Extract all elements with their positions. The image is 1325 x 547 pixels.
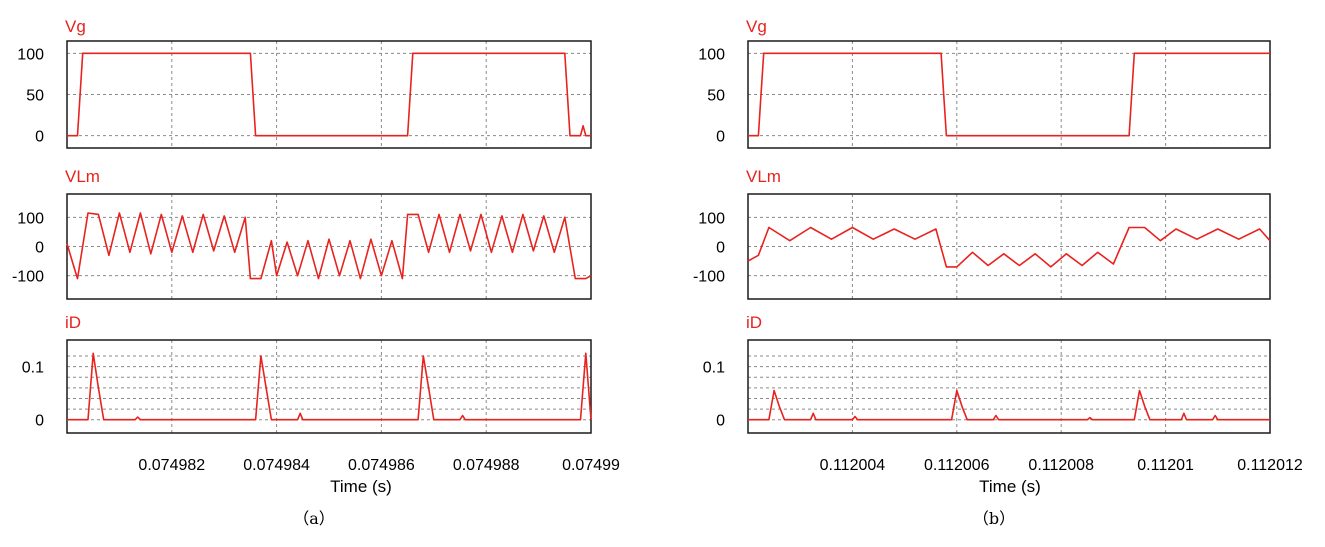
subfigure-caption: （a） (293, 509, 335, 528)
x-tick-label: 0.11201 (1137, 457, 1194, 474)
plot-frame (66, 40, 592, 149)
series-line-id (67, 352, 592, 421)
series-line-vlm (66, 212, 592, 280)
signal-label: VLm (746, 167, 781, 186)
y-tick-label: 100 (17, 210, 44, 227)
y-tick-label: 0 (35, 129, 44, 146)
x-tick-label: 0.112012 (1237, 457, 1303, 474)
y-tick-label: 100 (698, 210, 725, 227)
panel-id: 0.1 0 iD (703, 313, 1271, 434)
signal-label: VLm (65, 167, 100, 186)
signal-label: Vg (746, 17, 767, 36)
signal-label: iD (746, 313, 762, 332)
y-tick-label: 50 (707, 88, 725, 105)
subfigure-caption: （b） (973, 509, 1015, 528)
panel-vg: 100 50 0 Vg (698, 17, 1271, 149)
y-tick-label: 0 (35, 413, 44, 430)
x-tick-label: 0.07499 (562, 457, 620, 474)
y-tick-label: 0.1 (703, 360, 725, 377)
y-tick-label: 0 (35, 240, 44, 257)
plot-frame (747, 40, 1271, 149)
y-tick-label: 100 (17, 46, 44, 63)
x-tick-label: 0.074982 (138, 457, 205, 474)
series-line-vg (67, 52, 591, 137)
y-tick-label: 100 (698, 46, 725, 63)
series-line-vlm (747, 226, 1271, 268)
y-tick-label: 0 (716, 240, 725, 257)
panel-id: 0.1 0 iD (22, 313, 592, 434)
series-line-vg (748, 52, 1270, 137)
y-tick-label: 50 (26, 88, 44, 105)
y-tick-label: 0 (716, 413, 725, 430)
x-tick-label: 0.074984 (243, 457, 310, 474)
panel-vg: 100 50 0 Vg (17, 17, 592, 149)
y-tick-label: -100 (12, 269, 44, 286)
x-tick-label: 0.074986 (348, 457, 415, 474)
panel-vlm: 100 0 -100 VLm (12, 167, 592, 300)
y-tick-label: 0 (716, 129, 725, 146)
plot-frame (747, 193, 1271, 300)
x-tick-label: 0.074988 (453, 457, 520, 474)
panel-vlm: 100 0 -100 VLm (693, 167, 1271, 300)
chart-a: 100 50 0 Vg 100 0 -100 VLm 0.1 0 iD 0.074982 0.07498… (12, 17, 620, 528)
x-axis-title: Time (s) (330, 477, 392, 496)
x-axis-title: Time (s) (979, 477, 1041, 496)
series-line-id (748, 389, 1270, 421)
x-tick-label: 0.112006 (924, 457, 990, 474)
plot-frame (66, 193, 592, 300)
signal-label: iD (65, 313, 81, 332)
plot-frame (66, 339, 592, 434)
x-tick-label: 0.112004 (820, 457, 886, 474)
chart-b: 100 50 0 Vg 100 0 -100 VLm 0.1 0 iD 0.112004 0.11200… (693, 17, 1303, 528)
signal-label: Vg (65, 17, 86, 36)
y-tick-label: 0.1 (22, 360, 44, 377)
x-tick-label: 0.112008 (1028, 457, 1094, 474)
y-tick-label: -100 (693, 269, 725, 286)
plot-frame (747, 339, 1271, 434)
